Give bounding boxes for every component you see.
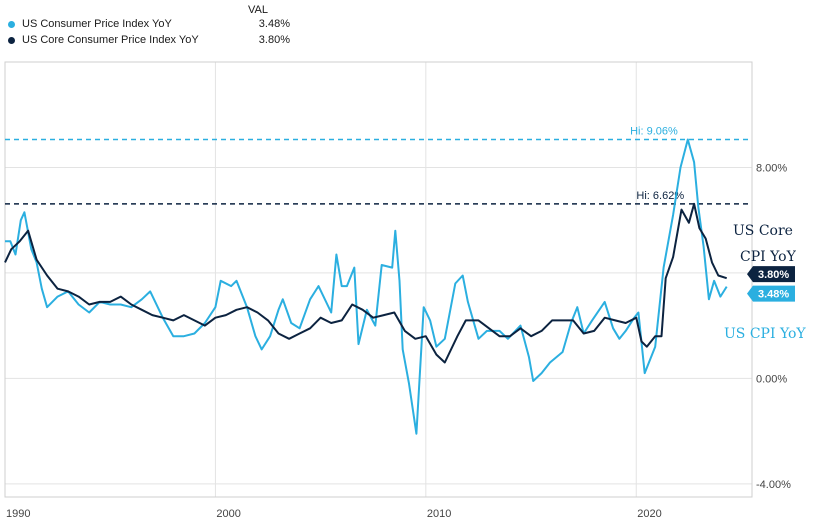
core-cpi-series-line (4, 202, 728, 364)
high-label: Hi: 6.62% (636, 190, 684, 202)
legend-item-value: 3.80% (258, 34, 290, 46)
y-tick-label: 8.00% (756, 162, 787, 174)
cpi-annotation: US CPI YoY (724, 326, 806, 342)
legend: VAL US Consumer Price Index YoY 3.48% US… (0, 0, 300, 50)
legend-item-core-cpi[interactable]: US Core Consumer Price Index YoY 3.80% (8, 32, 298, 48)
legend-value-header: VAL (248, 4, 268, 16)
x-tick-label: 2020 (637, 508, 661, 520)
y-tick-label: -4.00% (756, 479, 791, 491)
series-color-dot (8, 37, 15, 44)
legend-item-label: US Core Consumer Price Index YoY (22, 34, 199, 46)
y-tick-label: 0.00% (756, 373, 787, 385)
x-tick-label: 1990 (6, 508, 30, 520)
high-label: Hi: 9.06% (630, 126, 678, 138)
legend-item-label: US Consumer Price Index YoY (22, 18, 172, 30)
end-value-label: 3.80% (758, 269, 789, 281)
end-value-label: 3.48% (758, 289, 789, 301)
end-value-badge (747, 285, 795, 302)
x-tick-label: 2000 (216, 508, 240, 520)
legend-item-cpi[interactable]: US Consumer Price Index YoY 3.48% (8, 16, 298, 32)
cpi-series-line (5, 138, 728, 435)
x-tick-label: 2010 (427, 508, 451, 520)
legend-item-value: 3.48% (258, 18, 290, 30)
end-value-badge (747, 266, 795, 283)
series-color-dot (8, 21, 15, 28)
core-cpi-annotation-line1: US Core (733, 223, 793, 239)
core-cpi-annotation-line2: CPI YoY (740, 249, 797, 265)
